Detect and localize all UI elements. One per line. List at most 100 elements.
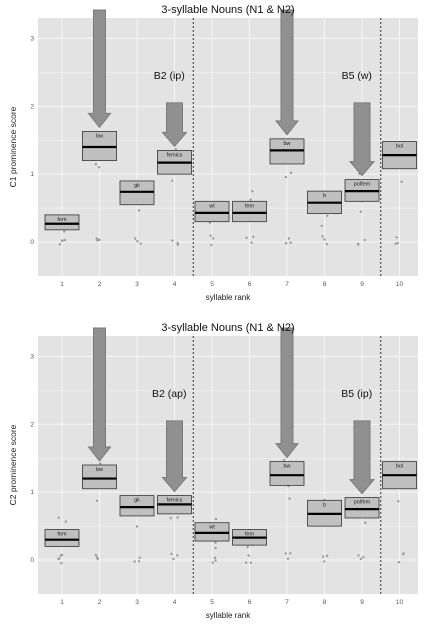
scatter-point — [170, 552, 173, 555]
box-label: gk — [134, 498, 140, 504]
box-rank-10: bol — [382, 141, 417, 170]
scatter-point — [137, 560, 141, 563]
arrow-rank-7 — [274, 9, 300, 136]
scatter-point — [214, 541, 217, 544]
y-tick-label: 3 — [30, 353, 34, 360]
box-rank-8: b — [307, 190, 342, 214]
boundary-label: B5 (w) — [342, 70, 372, 82]
boundary-label: B2 (ip) — [154, 70, 185, 82]
scatter-point — [96, 557, 100, 561]
scatter-point — [362, 556, 365, 559]
box-label: wt — [208, 525, 215, 531]
box-rank-5: wt — [194, 522, 230, 542]
scatter-point — [136, 239, 139, 243]
scatter-point — [60, 553, 64, 557]
box-label: fem — [245, 203, 255, 209]
arrow-rank-9 — [348, 102, 376, 177]
scatter-point — [394, 242, 397, 245]
x-tick-label: 1 — [60, 599, 64, 606]
x-tick-label: 2 — [98, 281, 102, 288]
box-rank-6: fem — [232, 529, 267, 546]
scatter-point — [133, 560, 136, 563]
y-tick-label: 2 — [30, 103, 34, 110]
y-tick-label: 0 — [30, 239, 34, 246]
y-tick-label: 1 — [30, 489, 34, 496]
scatter-point — [284, 242, 288, 245]
scatter-point — [397, 560, 401, 564]
box-label: wt — [208, 203, 215, 209]
y-tick-label: 2 — [30, 421, 34, 428]
scatter-point — [250, 241, 253, 244]
x-tick-label: 4 — [173, 281, 177, 288]
y-tick-label: 3 — [30, 35, 34, 42]
box-body — [44, 529, 80, 547]
box-rank-2: bw — [82, 464, 117, 490]
box-label: fem — [57, 217, 67, 223]
x-tick-label: 7 — [285, 281, 289, 288]
scatter-point — [287, 237, 291, 240]
box-label: bol — [396, 144, 403, 150]
scatter-point — [395, 236, 398, 239]
y-tick-label: 0 — [30, 557, 34, 564]
scatter-point — [64, 520, 68, 523]
x-tick-label: 5 — [210, 599, 214, 606]
box-body — [44, 214, 80, 231]
scatter-point — [249, 561, 253, 564]
scatter-point — [245, 236, 248, 240]
scatter-point — [209, 234, 212, 237]
scatter-point — [286, 557, 290, 561]
box-label: b — [323, 193, 326, 199]
scatter-point — [94, 553, 98, 557]
box-rank-4: femics — [157, 149, 192, 175]
box-label: fem — [57, 532, 67, 538]
x-tick-label: 4 — [173, 599, 177, 606]
scatter-point — [325, 242, 329, 246]
scatter-point — [95, 237, 98, 240]
x-tick-label: 2 — [98, 599, 102, 606]
scatter-point — [60, 562, 63, 565]
scatter-point — [63, 238, 67, 242]
x-axis-label: syllable rank — [206, 293, 251, 302]
chart-title: 3-syllable Nouns (N1 & N2) — [161, 4, 294, 16]
box-rank-7: bw — [269, 461, 305, 486]
scatter-point — [252, 235, 255, 238]
scatter-point — [169, 516, 172, 520]
x-tick-label: 5 — [210, 281, 214, 288]
scatter-point — [246, 545, 249, 549]
box-label: bw — [96, 467, 103, 473]
box-rank-4: femics — [157, 495, 192, 515]
scatter-point — [174, 147, 177, 151]
scatter-point — [321, 235, 324, 238]
scatter-point — [214, 546, 217, 550]
scatter-point — [400, 180, 403, 184]
x-tick-label: 8 — [323, 281, 327, 288]
scatter-point — [247, 554, 250, 557]
scatter-point — [214, 517, 218, 521]
scatter-point — [288, 497, 291, 500]
scatter-point — [171, 179, 174, 183]
box-rank-8: b — [307, 499, 342, 527]
scatter-point — [134, 237, 137, 240]
box-rank-10: bol — [382, 461, 417, 490]
box-label: fem — [245, 532, 255, 538]
scatter-point — [135, 525, 139, 528]
y-tick-label: 1 — [30, 171, 34, 178]
scatter-point — [364, 521, 367, 525]
scatter-point — [322, 560, 326, 563]
x-tick-label: 3 — [135, 281, 139, 288]
chart-title: 3-syllable Nouns (N1 & N2) — [161, 322, 294, 334]
box-label: femics — [167, 152, 183, 158]
scatter-point — [397, 500, 400, 503]
scatter-point — [94, 163, 98, 166]
scatter-point — [321, 555, 325, 558]
scatter-point — [211, 561, 215, 564]
scatter-point — [60, 239, 64, 243]
scatter-point — [208, 221, 212, 224]
box-body — [194, 200, 230, 223]
boundary-label: B5 (ip) — [341, 388, 372, 400]
x-tick-label: 7 — [285, 599, 289, 606]
arrow-rank-2 — [87, 9, 112, 129]
y-axis-label: C1 prominence score — [8, 106, 18, 187]
box-rank-3: gk — [119, 495, 155, 517]
scatter-point — [139, 242, 143, 245]
